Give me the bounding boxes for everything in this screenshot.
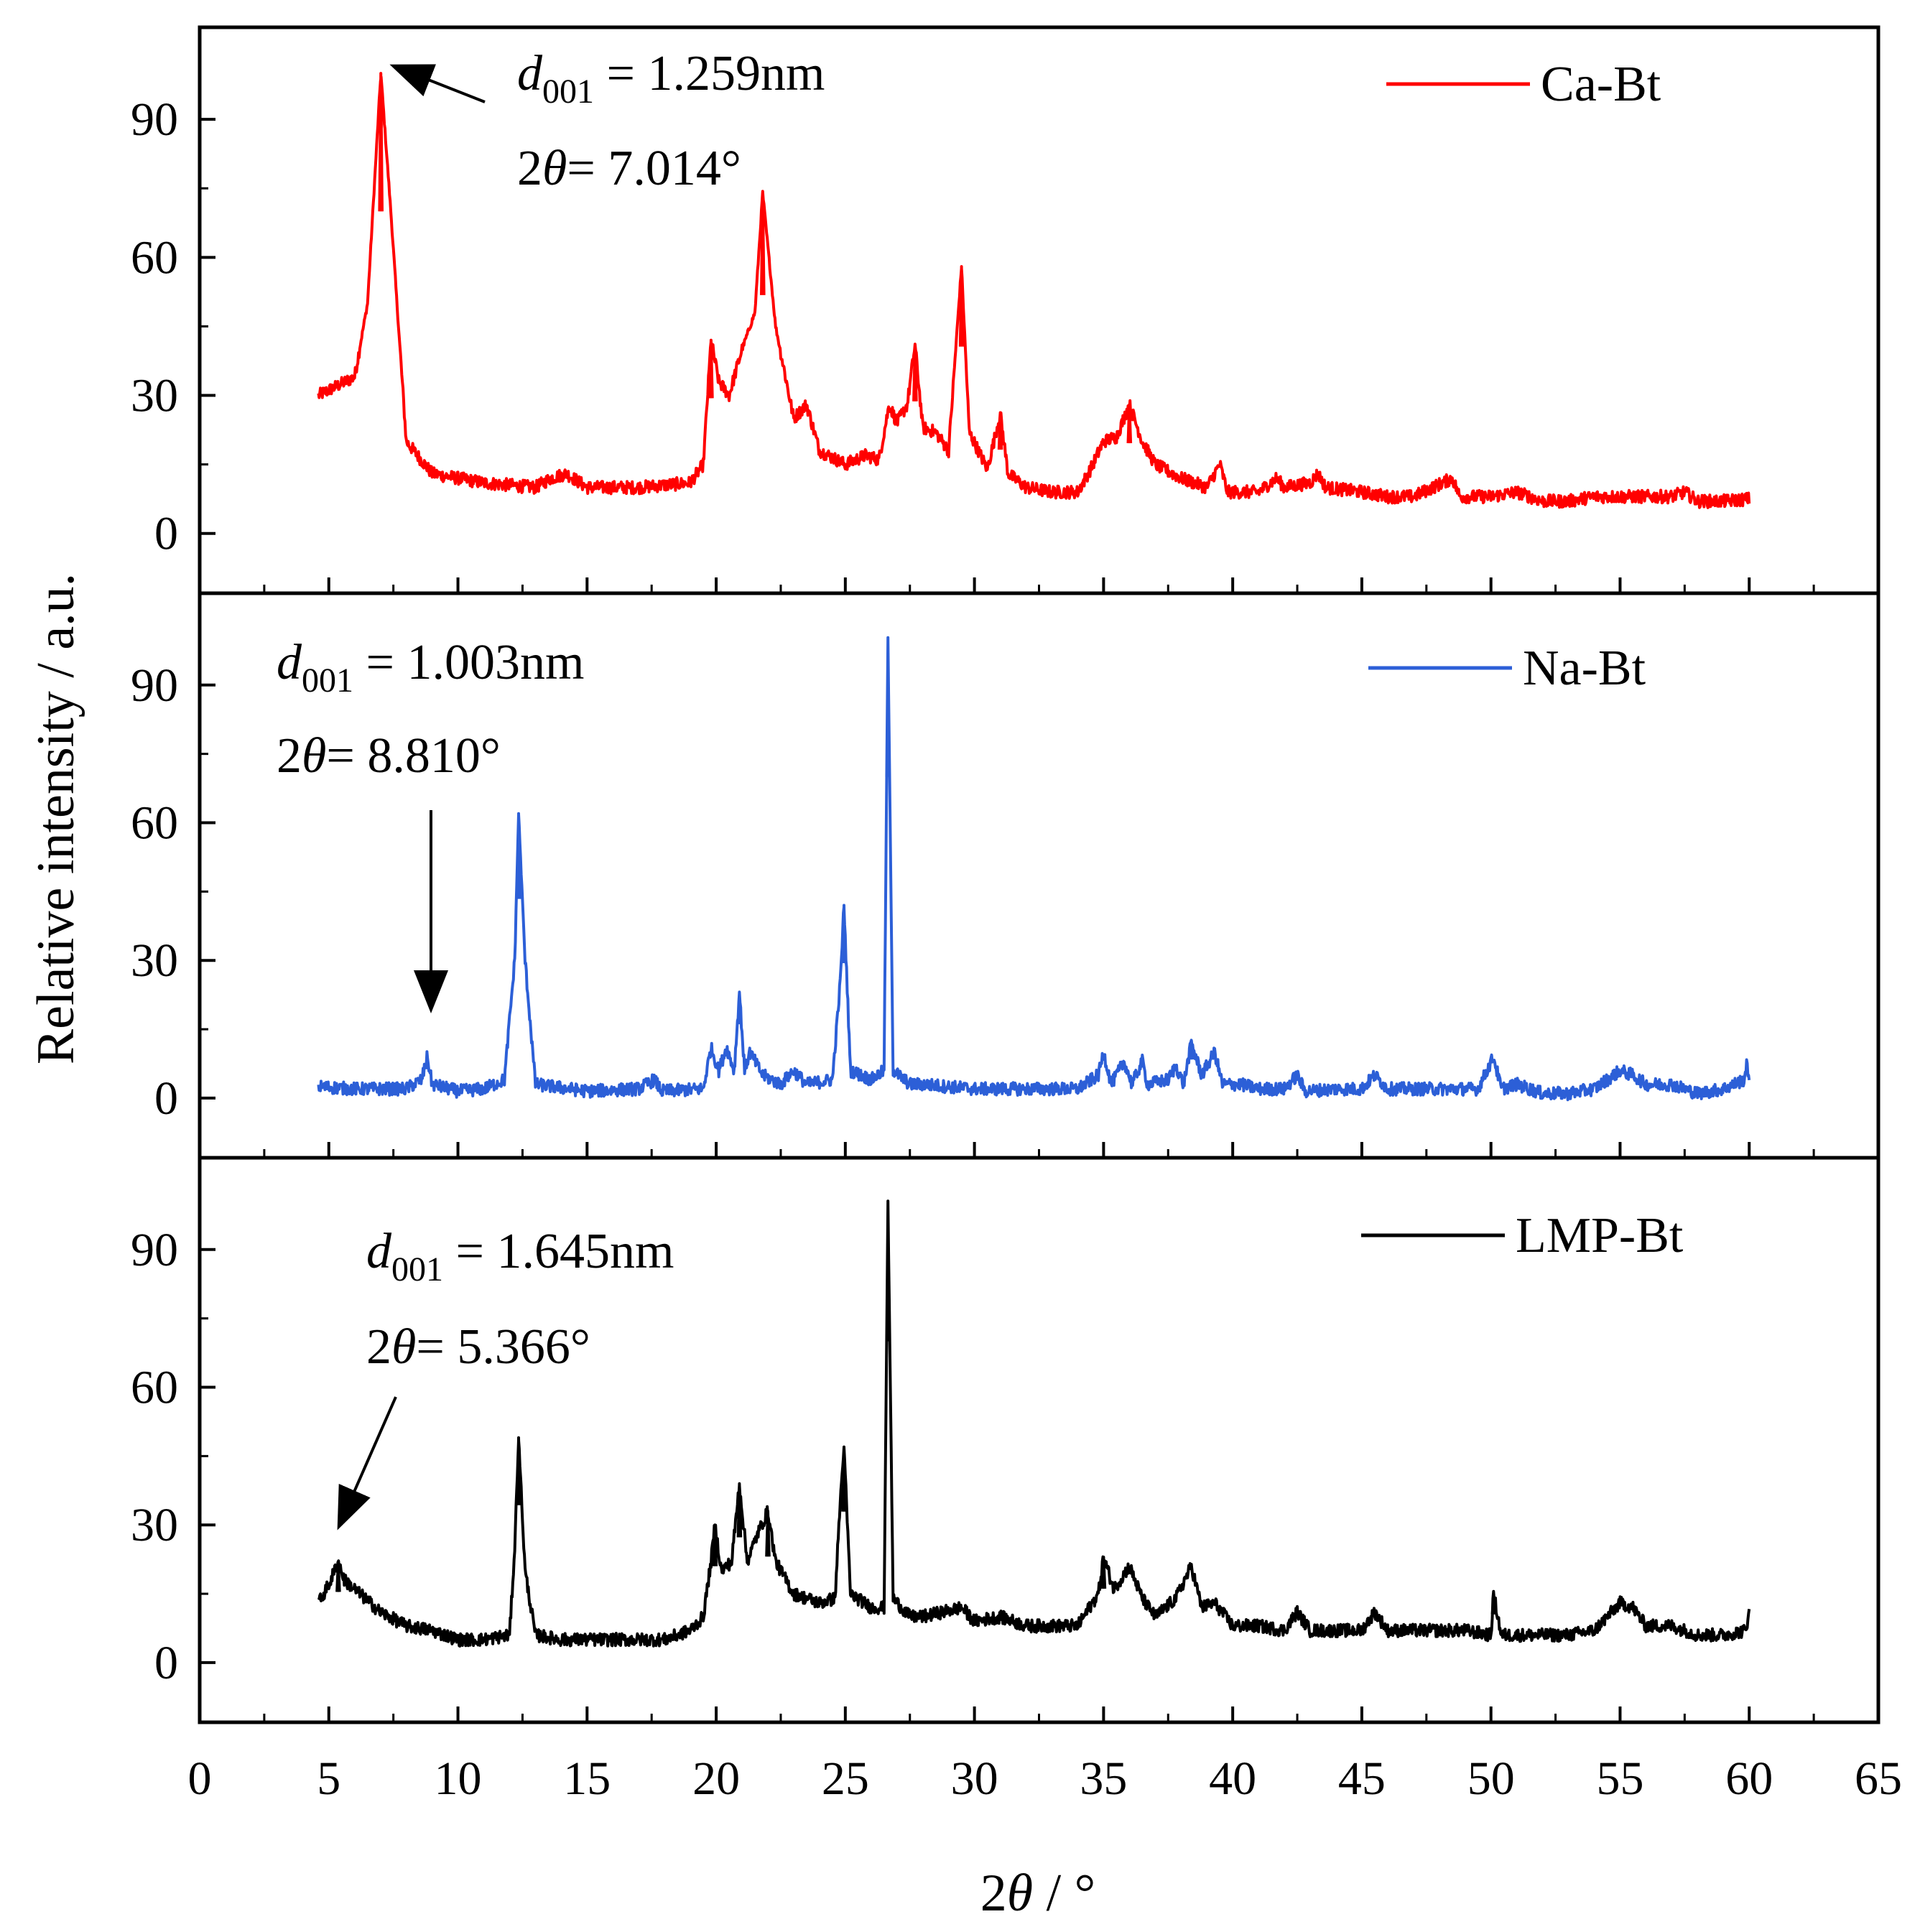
annotation-theta-symbol: θ: [302, 728, 326, 784]
annotation-d-spacing: d001 = 1.003nm: [277, 635, 584, 700]
annotation-theta-value: = 8.810°: [326, 728, 500, 784]
series-line-lmp-bt: [317, 1199, 1751, 1648]
panel-na-bt: 0 30 60 90 Na-Bt d001 = 1.003nm 2θ= 8.810°: [131, 591, 1880, 1160]
annotation-d-value: = 1.259nm: [594, 46, 825, 101]
y-tick-label: 60: [131, 231, 178, 284]
y-tick-label: 60: [131, 797, 178, 850]
x-axis-title-unit: / °: [1033, 1864, 1095, 1923]
x-tick-label: 45: [1338, 1752, 1386, 1805]
y-tick-label: 90: [131, 1224, 178, 1276]
x-tick-label: 0: [188, 1752, 212, 1805]
y-tick-label: 60: [131, 1362, 178, 1414]
annotation-two-theta: 2θ= 7.014°: [517, 141, 741, 196]
series-line-ca-bt: [317, 72, 1751, 509]
panel-ca-bt: 0 30 60 90 Ca-Bt d001 = 1.259nm 2θ= 7.014°: [131, 25, 1880, 595]
x-tick-label: 40: [1209, 1752, 1256, 1805]
y-axis-title: Relative intensity / a.u.: [27, 573, 85, 1064]
annotation-two: 2: [366, 1319, 391, 1375]
annotation-d-subscript: 001: [542, 73, 594, 111]
y-tick-label: 30: [131, 934, 178, 987]
legend-label: Na-Bt: [1523, 641, 1646, 696]
x-tick-label: 65: [1855, 1752, 1902, 1805]
x-tick-label: 10: [435, 1752, 482, 1805]
legend-label: Ca-Bt: [1541, 57, 1661, 112]
annotation-d-subscript: 001: [302, 661, 353, 700]
annotation-two: 2: [517, 141, 542, 196]
legend-label: LMP-Bt: [1516, 1208, 1684, 1263]
x-tick-label: 25: [822, 1752, 869, 1805]
x-tick-label: 55: [1596, 1752, 1643, 1805]
x-axis-title: 2θ / °: [980, 1864, 1096, 1923]
annotation-d-spacing: d001 = 1.645nm: [366, 1224, 674, 1288]
annotation-two-theta: 2θ= 5.366°: [366, 1319, 590, 1375]
y-tick-label: 0: [154, 508, 178, 560]
y-tick-label: 30: [131, 1499, 178, 1551]
y-tick-label: 0: [154, 1637, 178, 1689]
annotation-arrow: [389, 64, 486, 103]
y-tick-label: 90: [131, 93, 178, 146]
y-tick-label: 90: [131, 659, 178, 712]
x-tick-label: 50: [1467, 1752, 1515, 1805]
annotation-d-spacing: d001 = 1.259nm: [517, 46, 825, 111]
x-tick-label: 35: [1080, 1752, 1127, 1805]
x-tick-label: 60: [1725, 1752, 1773, 1805]
annotation-d-symbol: d: [277, 635, 302, 690]
series-line-na-bt: [317, 636, 1751, 1102]
annotation-d-value: = 1.645nm: [443, 1224, 674, 1279]
annotation-d-symbol: d: [517, 46, 543, 101]
panel-lmp-bt: 0 30 60 90 LMP-Bt d001 = 1.645nm 2θ= 5.366°: [131, 1156, 1880, 1724]
annotation-theta-value: = 5.366°: [416, 1319, 590, 1375]
annotation-theta-symbol: θ: [542, 141, 567, 196]
annotation-theta-value: = 7.014°: [567, 141, 741, 196]
x-tick-label: 15: [563, 1752, 611, 1805]
annotation-d-subscript: 001: [391, 1250, 443, 1288]
annotation-d-value: = 1.003nm: [353, 635, 584, 690]
y-tick-label: 0: [154, 1072, 178, 1125]
annotation-theta-symbol: θ: [391, 1319, 416, 1375]
annotation-arrow: [337, 1396, 397, 1531]
annotation-d-symbol: d: [366, 1224, 392, 1279]
annotation-two-theta: 2θ= 8.810°: [277, 728, 501, 784]
x-tick-label: 30: [951, 1752, 998, 1805]
x-tick-label: 20: [692, 1752, 740, 1805]
x-tick-label: 5: [317, 1752, 340, 1805]
x-axis-title-theta: θ: [1007, 1864, 1033, 1923]
y-tick-label: 30: [131, 370, 178, 422]
annotation-two: 2: [277, 728, 302, 784]
x-axis-title-two: 2: [980, 1864, 1007, 1923]
x-axis: 0 5 10 15 20 25 30 35 40 45 50 55 60 65: [188, 1752, 1903, 1805]
